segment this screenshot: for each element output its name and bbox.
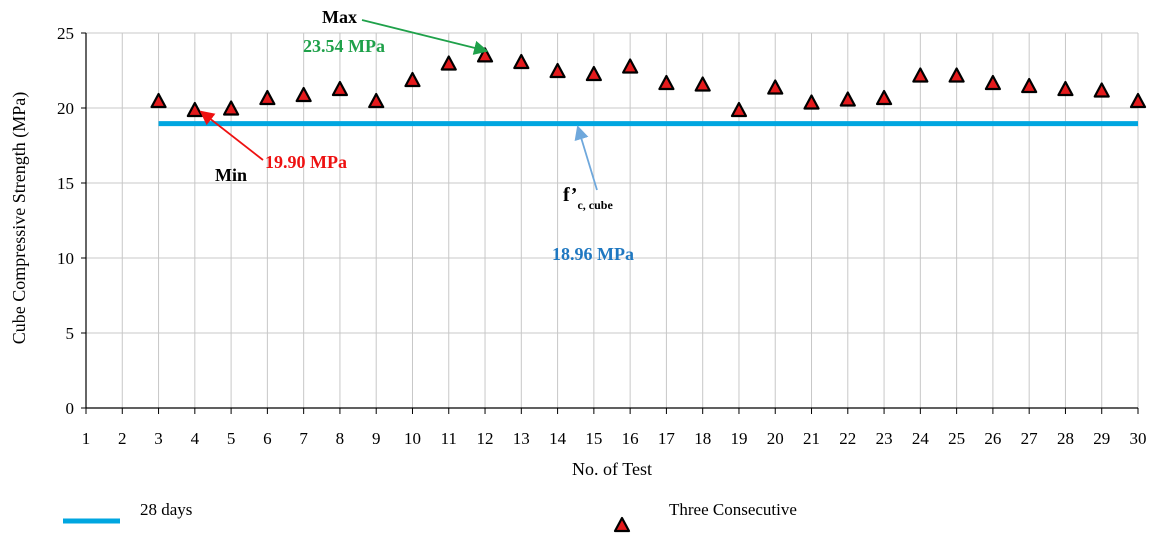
y-tick-label: 25 — [57, 24, 74, 43]
data-point — [513, 53, 530, 70]
y-tick-label: 0 — [66, 399, 75, 418]
annotation-min-arrow — [199, 110, 264, 161]
x-tick-label: 6 — [263, 429, 272, 448]
annotation-fc-sub: c, cube — [577, 198, 613, 212]
x-tick-label: 13 — [513, 429, 530, 448]
data-point — [368, 92, 385, 109]
x-tick-label: 21 — [803, 429, 820, 448]
x-tick-label: 22 — [839, 429, 856, 448]
gridlines — [86, 32, 1139, 408]
y-tick-label: 15 — [57, 174, 74, 193]
data-point — [730, 101, 748, 118]
x-tick-label: 16 — [622, 429, 639, 448]
data-point — [875, 89, 893, 106]
x-tick-label: 9 — [372, 429, 381, 448]
x-tick-label: 17 — [658, 429, 676, 448]
annotation-fc-label: f’c, cube — [563, 184, 613, 212]
x-tick-label: 18 — [694, 429, 711, 448]
data-point — [259, 89, 276, 106]
annotation-max-value: 23.54 MPa — [303, 36, 385, 56]
data-point — [549, 62, 566, 79]
data-point — [1129, 92, 1147, 109]
annotation-fc-main: f’ — [563, 184, 577, 206]
x-tick-label: 12 — [477, 429, 494, 448]
x-tick-label: 5 — [227, 429, 236, 448]
data-point — [622, 58, 639, 74]
x-tick-labels: 1 2 3 4 5 6 7 8 9 10 11 12 13 14 15 16 17 18 19 20 21 22 23 24 2… — [82, 429, 1147, 448]
annotation-min-value: 19.90 MPa — [265, 152, 347, 172]
x-tick-label: 10 — [404, 429, 421, 448]
x-tick-label: 25 — [948, 429, 965, 448]
x-tick-label: 3 — [154, 429, 163, 448]
data-point — [331, 80, 349, 97]
y-tick-labels: 0 5 10 15 20 25 — [57, 24, 74, 418]
x-tick-label: 27 — [1021, 429, 1039, 448]
annotation-fc-arrow — [574, 125, 598, 191]
data-point — [1057, 80, 1074, 97]
data-point — [948, 67, 965, 83]
y-tick-label: 20 — [57, 99, 74, 118]
data-point — [223, 100, 240, 116]
x-tick-label: 26 — [984, 429, 1001, 448]
x-tick-label: 20 — [767, 429, 784, 448]
x-tick-label: 15 — [585, 429, 602, 448]
x-tick-label: 19 — [730, 429, 747, 448]
x-tick-label: 14 — [549, 429, 567, 448]
legend-triangle-swatch — [613, 516, 631, 533]
data-point — [404, 71, 421, 88]
data-point — [1093, 82, 1110, 98]
x-axis-title: No. of Test — [572, 459, 652, 479]
axes — [81, 32, 1139, 414]
annotation-fc: f’c, cube 18.96 MPa — [552, 125, 634, 264]
x-tick-label: 4 — [191, 429, 200, 448]
data-point — [839, 91, 856, 107]
annotation-max-arrow — [361, 19, 489, 55]
legend-label-three-consecutive: Three Consecutive — [669, 500, 797, 519]
data-point — [658, 74, 675, 91]
series-three-consecutive — [150, 47, 1147, 118]
annotation-max: Max 23.54 MPa — [303, 7, 489, 56]
data-point — [803, 94, 820, 110]
data-point — [984, 74, 1001, 91]
x-tick-label: 29 — [1093, 429, 1110, 448]
annotation-fc-value: 18.96 MPa — [552, 244, 634, 264]
data-point — [476, 47, 494, 63]
x-tick-label: 23 — [876, 429, 893, 448]
annotation-max-label: Max — [322, 7, 357, 27]
x-tick-label: 7 — [299, 429, 308, 448]
data-point — [186, 101, 203, 118]
data-point — [912, 67, 929, 83]
legend-label-28-days: 28 days — [140, 500, 192, 519]
x-tick-label: 30 — [1130, 429, 1147, 448]
x-tick-label: 28 — [1057, 429, 1074, 448]
y-tick-label: 5 — [66, 324, 75, 343]
data-point — [1021, 77, 1038, 94]
x-tick-label: 1 — [82, 429, 91, 448]
annotation-min-label: Min — [215, 165, 247, 185]
data-point — [440, 55, 457, 71]
data-point — [150, 92, 167, 109]
data-point — [767, 79, 784, 95]
x-tick-label: 11 — [441, 429, 457, 448]
data-point — [694, 76, 711, 92]
x-tick-label: 8 — [336, 429, 345, 448]
annotation-min: Min 19.90 MPa — [199, 110, 347, 185]
x-tick-label: 2 — [118, 429, 127, 448]
y-tick-label: 10 — [57, 249, 74, 268]
x-tick-label: 24 — [912, 429, 930, 448]
legend: 28 days Three Consecutive — [63, 500, 797, 533]
y-axis-title: Cube Compressive Strength (MPa) — [9, 92, 30, 344]
data-point — [295, 86, 312, 103]
data-point — [585, 65, 602, 82]
